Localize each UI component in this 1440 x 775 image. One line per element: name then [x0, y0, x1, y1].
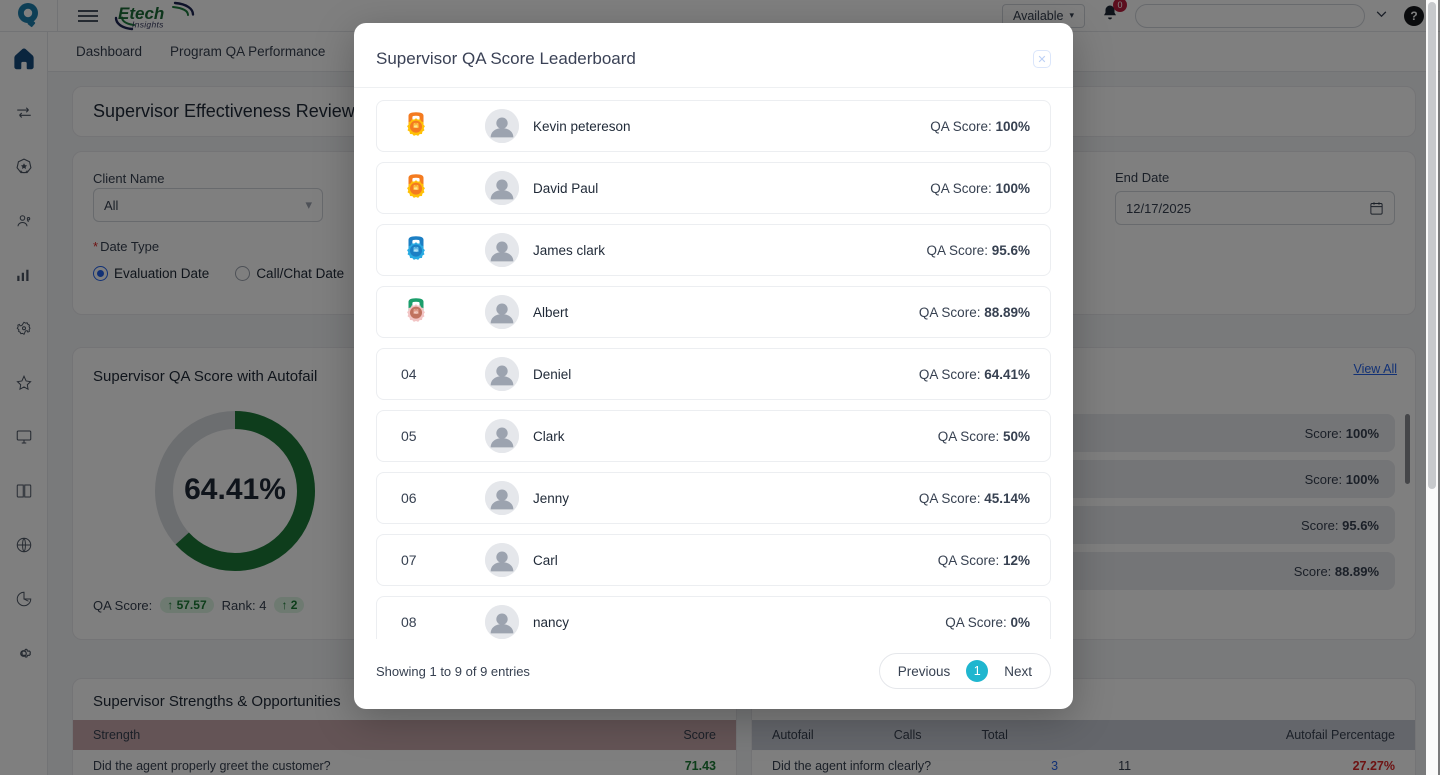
- svg-text:02: 02: [414, 249, 418, 253]
- svg-text:01: 01: [414, 125, 418, 129]
- svg-text:03: 03: [414, 311, 418, 315]
- svg-text:01: 01: [414, 187, 418, 191]
